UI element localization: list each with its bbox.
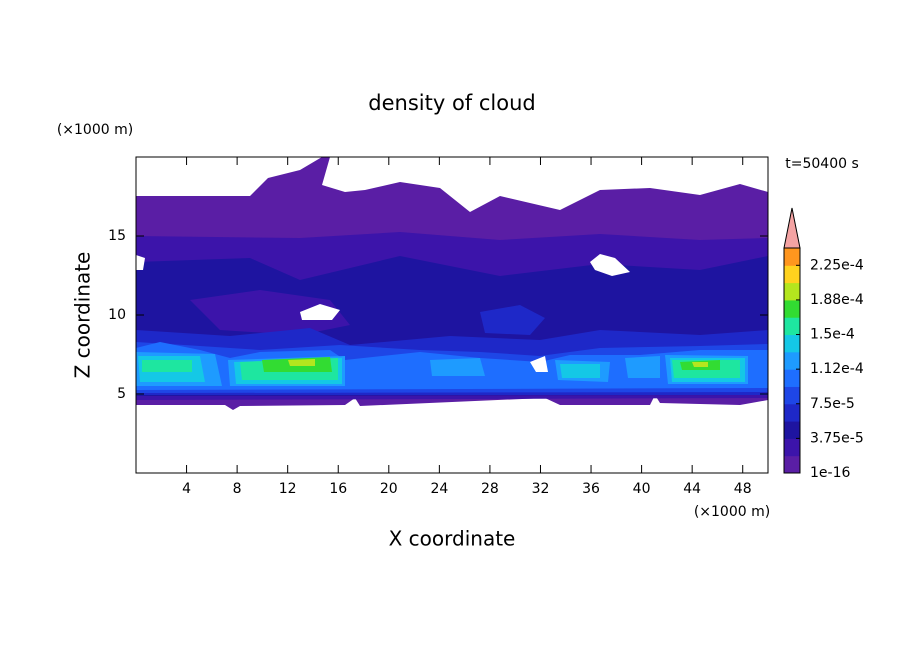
x-tick-label: 40 <box>633 481 651 497</box>
contour-region <box>262 357 720 372</box>
contour-region <box>190 290 350 335</box>
chart-title: density of cloud <box>368 91 535 115</box>
colorbar-band <box>784 334 800 353</box>
colorbar-tick-label: 1.88e-4 <box>810 292 864 308</box>
x-tick-label: 20 <box>380 481 398 497</box>
colorbar-tick-label: 1.5e-4 <box>810 327 855 343</box>
x-axis-label: X coordinate <box>389 527 516 551</box>
x-tick-label: 28 <box>481 481 499 497</box>
colorbar-extension <box>783 207 801 249</box>
contour-field <box>136 157 768 410</box>
colorbar-band <box>784 403 800 422</box>
colorbar-band <box>784 248 800 266</box>
colorbar-band <box>784 455 800 474</box>
colorbar-tick-label: 3.75e-5 <box>810 430 864 446</box>
x-tick-label: 16 <box>329 481 347 497</box>
colorbar-band <box>784 299 800 318</box>
x-tick-label: 32 <box>532 481 550 497</box>
colorbar-band <box>784 421 800 439</box>
x-tick-label: 44 <box>683 481 701 497</box>
colorbar-tick-label: 1.12e-4 <box>810 361 864 377</box>
y-tick-label: 15 <box>108 228 126 244</box>
x-tick-label: 4 <box>182 481 191 497</box>
colorbar-band <box>784 282 800 301</box>
colorbar-band <box>784 369 800 387</box>
y-tick-label: 10 <box>108 307 126 323</box>
y-axis-label: Z coordinate <box>71 252 95 379</box>
colorbar-band <box>784 351 800 370</box>
x-tick-label: 24 <box>430 481 448 497</box>
x-tick-label: 36 <box>582 481 600 497</box>
colorbar-band <box>784 438 800 457</box>
colorbar-band <box>784 265 800 284</box>
colorbar-tick-label: 2.25e-4 <box>810 257 864 273</box>
time-annotation: t=50400 s <box>785 156 859 172</box>
x-tick-label: 48 <box>734 481 752 497</box>
colorbar-frame <box>783 247 801 474</box>
colorbar-band <box>784 317 800 336</box>
y-unit: (×1000 m) <box>57 122 133 138</box>
colorbar-band <box>784 386 800 405</box>
y-tick-label: 5 <box>117 386 126 402</box>
x-tick-label: 8 <box>233 481 242 497</box>
colorbar-tick-label: 1e-16 <box>810 465 850 481</box>
colorbar-tick-label: 7.5e-5 <box>810 396 855 412</box>
x-unit: (×1000 m) <box>694 504 770 520</box>
x-tick-label: 12 <box>279 481 297 497</box>
